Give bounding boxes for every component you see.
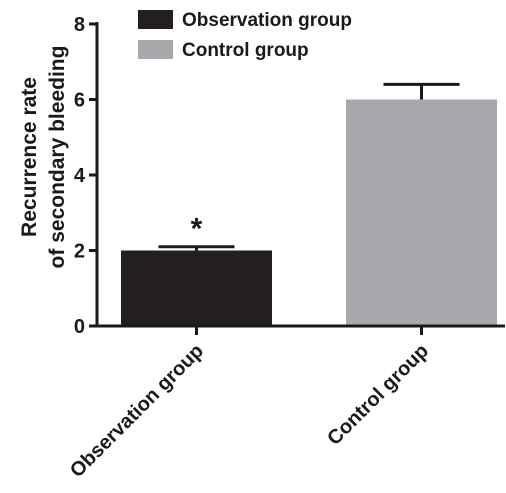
bar-control-group [346,99,497,326]
legend-swatch-observation [138,10,173,29]
y-tick-label: 4 [74,165,86,187]
significance-marker: * [191,213,203,246]
legend-label-control: Control group [182,40,309,61]
y-tick-label: 2 [74,241,85,263]
y-tick-label: 6 [74,90,85,112]
x-category-label: Observation group [66,340,208,482]
x-category-label: Control group [323,340,433,450]
y-tick-label: 0 [74,316,85,338]
legend-swatch-control [138,40,173,59]
bar-observation-group [121,250,272,326]
y-tick-label: 8 [74,14,85,36]
y-axis-label-line-2: of secondary bleeding [46,46,69,269]
legend-label-observation: Observation group [182,10,352,31]
plot-area: 0 2 4 6 8 Observation group Control group * [66,14,497,482]
y-axis-label-line-1: Recurrence rate [18,77,41,237]
